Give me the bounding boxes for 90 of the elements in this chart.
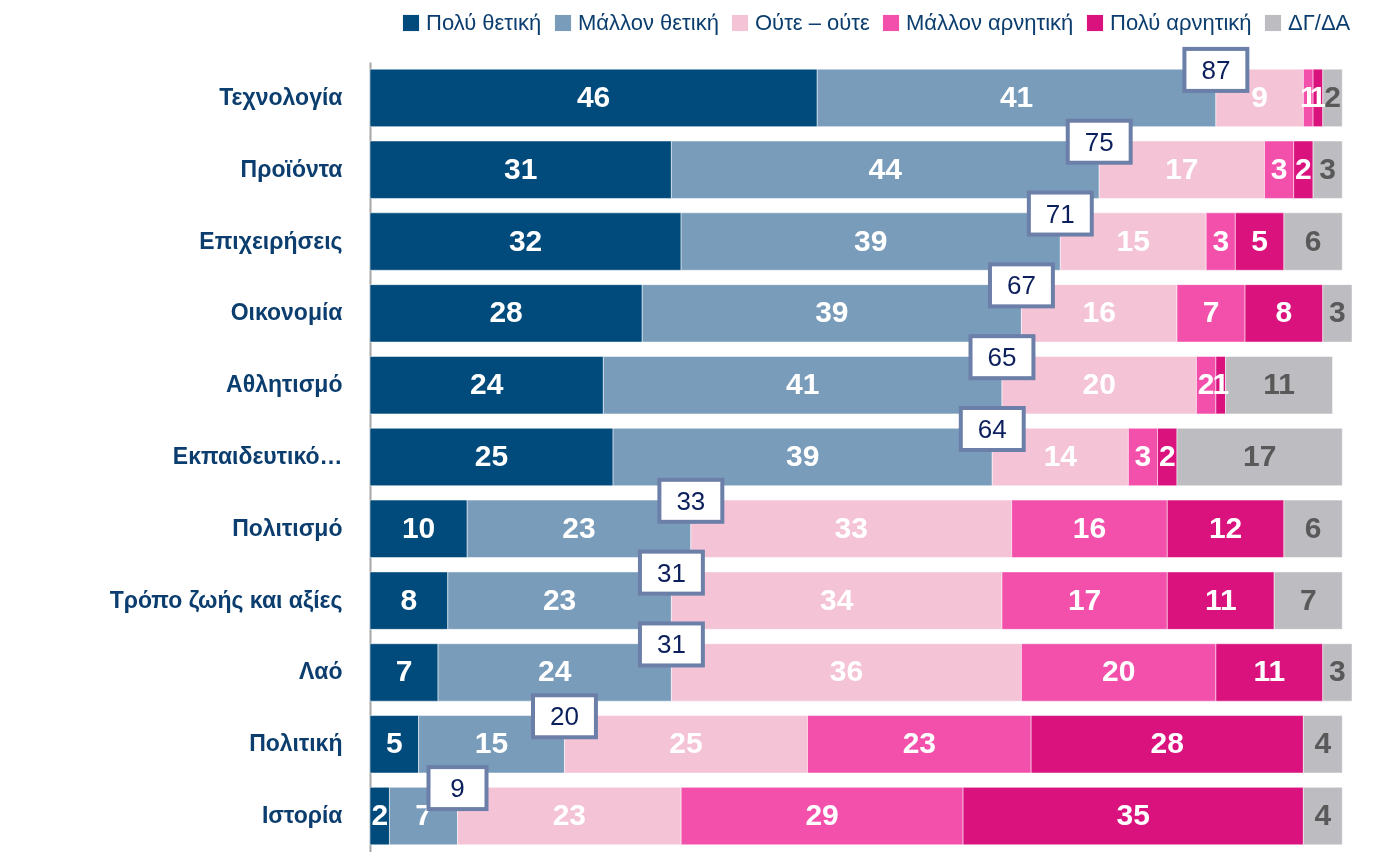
data-label: 12 bbox=[1208, 510, 1243, 544]
legend-label: Πολύ αρνητική bbox=[1110, 10, 1252, 35]
data-label: 8 bbox=[400, 582, 418, 616]
data-label: 5 bbox=[385, 726, 403, 760]
data-label: 2 bbox=[1158, 439, 1176, 472]
data-label: 44 bbox=[868, 151, 903, 185]
data-label: 6 bbox=[1304, 223, 1322, 257]
data-label: 3 bbox=[1134, 439, 1152, 472]
data-label: 33 bbox=[834, 510, 868, 544]
data-label: 11 bbox=[1263, 367, 1295, 401]
data-label: 15 bbox=[474, 726, 509, 760]
data-label: 39 bbox=[785, 439, 820, 472]
data-label: 11 bbox=[1253, 654, 1286, 688]
annotation: 64 bbox=[977, 414, 1007, 444]
data-label: 14 bbox=[1043, 439, 1078, 472]
data-label: 4 bbox=[1314, 726, 1332, 760]
y-tick-label: Ιστορία bbox=[261, 802, 343, 829]
data-label: 25 bbox=[474, 439, 509, 472]
data-label: 39 bbox=[854, 223, 888, 257]
data-label: 16 bbox=[1082, 295, 1116, 329]
legend-label: Πολύ θετική bbox=[426, 10, 542, 35]
data-label: 16 bbox=[1072, 510, 1107, 544]
data-label: 34 bbox=[820, 582, 854, 616]
data-label: 20 bbox=[1101, 654, 1136, 688]
data-label: 8 bbox=[1275, 295, 1293, 329]
data-label: 32 bbox=[508, 223, 543, 257]
data-label: 3 bbox=[1319, 151, 1337, 185]
data-label: 2 bbox=[1295, 151, 1312, 185]
legend-label: Μάλλον αρνητική bbox=[906, 10, 1074, 35]
annotation: 65 bbox=[987, 342, 1017, 373]
data-label: 3 bbox=[1212, 223, 1230, 257]
data-label: 2 bbox=[371, 798, 389, 832]
data-label: 23 bbox=[902, 726, 937, 760]
y-tick-label: Αθλητισμό bbox=[226, 371, 343, 398]
data-label: 2 bbox=[1324, 79, 1341, 113]
annotation: 75 bbox=[1084, 126, 1114, 157]
data-label: 41 bbox=[999, 79, 1034, 113]
annotation: 31 bbox=[656, 557, 686, 588]
data-label: 25 bbox=[669, 726, 703, 760]
data-label: 24 bbox=[538, 654, 572, 688]
legend-label: Μάλλον θετική bbox=[578, 10, 719, 35]
annotation: 67 bbox=[1006, 270, 1036, 301]
y-tick-label: Τεχνολογία bbox=[219, 83, 343, 110]
data-label: 6 bbox=[1304, 510, 1322, 544]
y-tick-label: Λαό bbox=[298, 658, 343, 685]
data-label: 9 bbox=[1251, 79, 1268, 113]
data-label: 46 bbox=[576, 79, 611, 113]
data-label: 20 bbox=[1082, 367, 1116, 401]
data-label: 28 bbox=[1150, 726, 1184, 760]
data-label: 10 bbox=[401, 510, 436, 544]
data-label: 11 bbox=[1204, 582, 1237, 616]
data-label: 17 bbox=[1242, 439, 1277, 472]
data-label: 17 bbox=[1165, 151, 1199, 185]
data-label: 31 bbox=[504, 151, 538, 185]
y-tick-label: Εκπαιδευτικό… bbox=[172, 443, 343, 469]
data-label: 41 bbox=[785, 367, 820, 401]
data-label: 23 bbox=[552, 798, 586, 832]
legend-label: ΔΓ/ΔΑ bbox=[1288, 10, 1351, 35]
data-label: 3 bbox=[1329, 295, 1346, 329]
data-label: 3 bbox=[1270, 151, 1288, 185]
legend-label: Ούτε – ούτε bbox=[755, 10, 871, 35]
data-label: 2 bbox=[1197, 367, 1215, 401]
annotation: 9 bbox=[450, 773, 465, 804]
annotation: 33 bbox=[676, 485, 706, 516]
annotation: 31 bbox=[656, 629, 686, 660]
y-tick-label: Τρόπο ζωής και αξίες bbox=[109, 586, 343, 613]
data-label: 24 bbox=[469, 367, 504, 401]
annotation: 20 bbox=[549, 701, 579, 732]
y-tick-label: Πολιτισμό bbox=[232, 514, 343, 541]
data-label: 3 bbox=[1329, 654, 1346, 688]
data-label: 29 bbox=[805, 798, 839, 832]
data-label: 35 bbox=[1116, 798, 1150, 832]
data-label: 15 bbox=[1116, 223, 1150, 257]
y-tick-label: Προϊόντα bbox=[240, 155, 343, 182]
data-label: 23 bbox=[562, 510, 596, 544]
data-label: 7 bbox=[395, 654, 413, 688]
y-tick-label: Επιχειρήσεις bbox=[199, 227, 343, 254]
data-label: 7 bbox=[1202, 295, 1220, 329]
data-label: 39 bbox=[815, 295, 849, 329]
data-label: 7 bbox=[1299, 582, 1317, 616]
y-tick-label: Οικονομία bbox=[230, 299, 343, 326]
data-label: 23 bbox=[542, 582, 577, 616]
y-tick-label: Πολιτική bbox=[249, 730, 343, 757]
data-label: 28 bbox=[489, 295, 523, 329]
data-label: 5 bbox=[1251, 223, 1268, 257]
data-label: 17 bbox=[1067, 582, 1102, 616]
annotation: 87 bbox=[1201, 54, 1231, 85]
data-label: 4 bbox=[1314, 798, 1332, 832]
annotation: 71 bbox=[1045, 198, 1075, 229]
data-label: 36 bbox=[829, 654, 864, 688]
